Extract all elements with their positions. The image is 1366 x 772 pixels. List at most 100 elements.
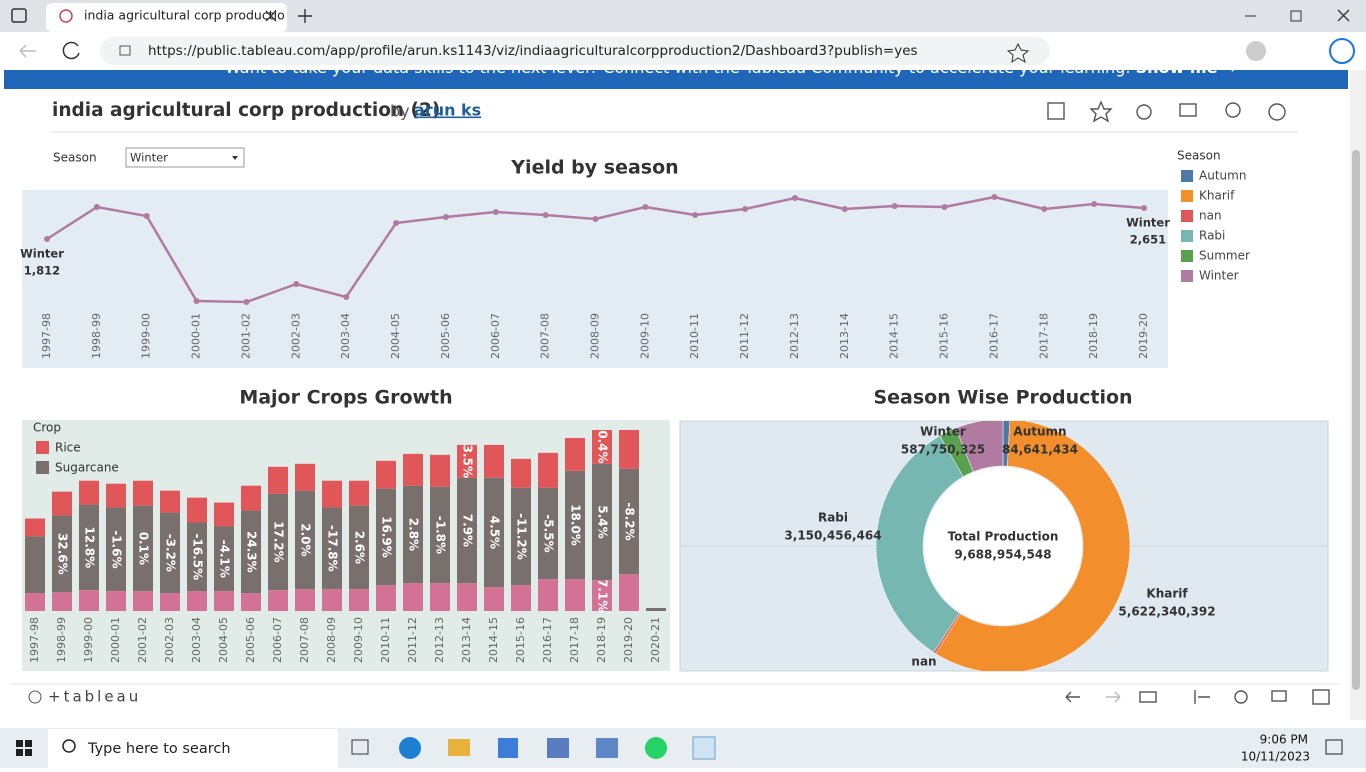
explorer-icon[interactable] — [448, 739, 470, 756]
legend-swatch — [1181, 210, 1193, 222]
series-label: Winter — [20, 247, 64, 261]
bar-segment — [322, 480, 342, 508]
close-window[interactable] — [1337, 9, 1350, 22]
x-tick-label: 1999-00 — [140, 313, 153, 359]
bar-segment — [511, 487, 531, 586]
share[interactable] — [1234, 690, 1248, 704]
legend-title: Crop — [33, 421, 61, 435]
growth-label: 0.4% — [596, 430, 610, 463]
active-tab[interactable] — [46, 3, 287, 32]
win-tile — [25, 740, 32, 747]
x-tick-label: 2017-18 — [568, 617, 581, 663]
edit-icon[interactable] — [1047, 102, 1065, 120]
by-text: by — [390, 102, 410, 121]
app-icon[interactable] — [547, 738, 569, 758]
bar-segment — [403, 583, 423, 611]
x-tick-label: 2014-15 — [888, 313, 901, 359]
download[interactable] — [1271, 690, 1287, 702]
store-icon[interactable] — [498, 738, 518, 758]
start-button[interactable] — [16, 740, 32, 756]
bar-segment — [457, 477, 477, 584]
bar-segment — [160, 593, 180, 611]
point — [1091, 201, 1098, 208]
bar-segment — [268, 590, 288, 611]
bar-segment — [565, 470, 585, 580]
banner-link[interactable]: Show me → — [1136, 58, 1237, 77]
x-tick-label: 2001-02 — [239, 313, 252, 359]
search-box[interactable] — [48, 729, 338, 768]
back-button[interactable] — [19, 44, 36, 58]
scroll-thumb[interactable] — [1352, 150, 1360, 690]
edge-icon[interactable] — [399, 737, 421, 759]
slice-value: 3,150,456,464 — [784, 529, 881, 543]
x-tick-label: 1997-98 — [40, 313, 53, 359]
bar-segment — [106, 483, 126, 508]
x-tick-label: 1998-99 — [55, 617, 68, 663]
win-tile — [25, 749, 32, 756]
bar-segment — [133, 591, 153, 611]
settings-icon[interactable] — [1268, 103, 1286, 121]
x-tick-label: 2001-02 — [136, 617, 149, 663]
growth-label: -5.5% — [542, 514, 556, 552]
bar-segment — [214, 502, 234, 527]
point — [93, 204, 100, 211]
growth-label: 12.8% — [83, 527, 97, 569]
author-link[interactable]: arun ks — [414, 101, 481, 120]
bar-segment — [214, 591, 234, 611]
new-tab[interactable] — [298, 9, 312, 23]
restore[interactable] — [1290, 10, 1302, 22]
x-tick-label: 2012-13 — [433, 617, 446, 663]
growth-label: 2.8% — [407, 518, 421, 551]
first[interactable] — [1194, 690, 1210, 704]
donut-slice — [955, 421, 1004, 473]
undo[interactable] — [1065, 691, 1080, 703]
point — [343, 293, 350, 300]
app-icon[interactable] — [692, 736, 716, 760]
notifications[interactable] — [1325, 739, 1343, 755]
tab-actions-icon[interactable] — [11, 8, 27, 23]
address-box[interactable] — [100, 37, 1050, 65]
app-icon[interactable] — [596, 738, 618, 758]
profile[interactable] — [1246, 41, 1266, 61]
legend-label: Autumn — [1199, 169, 1246, 183]
favorite-icon[interactable] — [1089, 100, 1113, 123]
bar-segment — [430, 486, 450, 584]
revert[interactable] — [1139, 691, 1157, 703]
growth-label: 18.0% — [569, 504, 583, 546]
point — [44, 236, 50, 243]
growth-label: 5.4% — [596, 505, 610, 538]
filter-dropdown[interactable] — [125, 147, 245, 168]
lock-icon[interactable] — [119, 45, 131, 56]
whatsapp-icon[interactable] — [645, 737, 667, 759]
growth-label: 24.3% — [245, 531, 259, 573]
banner-message: Want to take your data skills to the nex… — [225, 58, 1131, 77]
x-tick-label: 2018-19 — [1087, 313, 1100, 359]
copilot[interactable] — [1329, 38, 1355, 64]
bar-segment — [619, 430, 639, 469]
x-tick-label: 2005-06 — [244, 617, 257, 663]
tableau-logo[interactable]: +tableau — [48, 688, 141, 706]
task-view[interactable] — [351, 739, 369, 755]
filter-value: Winter — [130, 151, 168, 165]
clock-date: 10/11/2023 — [1241, 750, 1310, 764]
share-icon[interactable] — [1136, 104, 1152, 120]
slice-value: 587,750,325 — [901, 443, 985, 457]
bar-segment — [619, 574, 639, 611]
redo[interactable] — [1106, 691, 1121, 703]
growth-label: 32.6% — [56, 533, 70, 575]
fullscreen[interactable] — [1312, 689, 1330, 705]
x-tick-label: 2006-07 — [489, 313, 502, 359]
donut-hole — [924, 467, 1082, 625]
download-icon[interactable] — [1179, 103, 1197, 117]
total-label: 9,688,954,548 — [954, 548, 1051, 562]
badge-icon[interactable] — [1225, 102, 1241, 118]
x-tick-label: 2006-07 — [271, 617, 284, 663]
bar-segment — [565, 437, 585, 471]
x-tick-label: 2014-15 — [487, 617, 500, 663]
refresh-button[interactable] — [62, 41, 80, 60]
chart-title: Season Wise Production — [873, 387, 1132, 409]
x-tick-label: 2007-08 — [298, 617, 311, 663]
favorite-star[interactable] — [1006, 42, 1030, 64]
tab-close[interactable] — [265, 10, 277, 22]
slice-name: nan — [911, 655, 936, 669]
